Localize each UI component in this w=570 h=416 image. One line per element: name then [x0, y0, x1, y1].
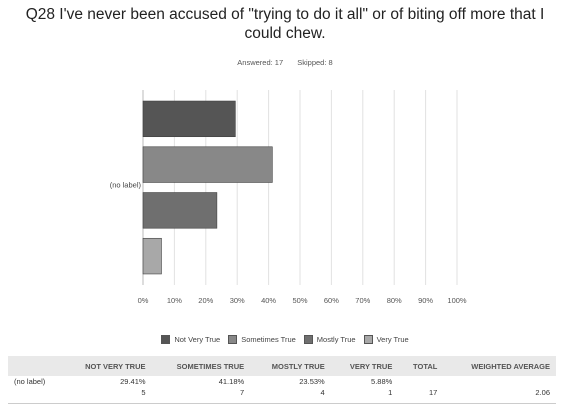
cell-count: 7 [151, 387, 251, 404]
header-mostly-true: MOSTLY TRUE [250, 356, 331, 376]
cell-total: 17 [398, 387, 444, 404]
x-tick-label: 50% [292, 296, 307, 305]
legend-swatch [363, 335, 373, 344]
cell-percent: 29.41% [120, 377, 146, 386]
bar-mostly-true [142, 192, 218, 229]
cell-percent: 23.53% [299, 377, 325, 386]
response-counts: Answered: 17 Skipped: 8 [0, 58, 570, 67]
header-total: TOTAL [398, 356, 444, 376]
question-title: Q28 I've never been accused of "trying t… [25, 6, 545, 42]
legend-label: Very True [376, 335, 409, 344]
cell-weighted-average: 2.06 [443, 387, 556, 404]
legend-item: Very True [363, 335, 409, 344]
x-tick-label: 80% [387, 296, 402, 305]
cell-percent [398, 376, 443, 387]
x-tick-label: 100% [447, 296, 467, 305]
summary-table: NOT VERY TRUE SOMETIMES TRUE MOSTLY TRUE… [8, 356, 556, 404]
table-row-counts: 5 7 4 1 17 2.06 [8, 387, 556, 404]
answered-count: Answered: 17 [237, 58, 284, 67]
x-tick-label: 60% [324, 296, 339, 305]
legend-swatch [228, 335, 238, 344]
cell-count: 4 [250, 387, 331, 404]
legend-label: Mostly True [316, 335, 356, 344]
x-tick-label: 90% [418, 296, 433, 305]
x-tick-label: 70% [355, 296, 370, 305]
legend-item: Not Very True [161, 335, 220, 344]
row-label: (no label) [14, 377, 46, 386]
cell-percent [443, 376, 556, 387]
skipped-count: Skipped: 8 [297, 58, 333, 67]
table-header-row: NOT VERY TRUE SOMETIMES TRUE MOSTLY TRUE… [8, 356, 556, 376]
header-sometimes-true: SOMETIMES TRUE [151, 356, 251, 376]
legend-swatch [303, 335, 313, 344]
chart-legend: Not Very True Sometimes True Mostly True Ve… [0, 335, 570, 344]
legend-item: Sometimes True [228, 335, 296, 344]
x-tick-label: 20% [198, 296, 213, 305]
header-very-true: VERY TRUE [330, 356, 399, 376]
legend-label: Sometimes True [241, 335, 296, 344]
cell-count: 5 [61, 387, 152, 404]
header-weighted-average: WEIGHTED AVERAGE [443, 356, 556, 376]
x-tick-label: 0% [138, 296, 149, 305]
header-row-label [8, 356, 62, 376]
legend-label: Not Very True [174, 335, 221, 344]
row-label-empty [8, 387, 62, 404]
bar-sometimes-true [142, 146, 273, 183]
cell-count: 1 [330, 387, 399, 404]
cell-percent: 5.88% [371, 377, 393, 386]
x-tick-label: 40% [261, 296, 276, 305]
legend-item: Mostly True [303, 335, 356, 344]
bar-chart: 0% 10% 20% 30% 40% 50% 60% 70% 80% 90% 100% (no lab… [110, 90, 467, 305]
bar-not-very-true [142, 100, 236, 138]
category-label: (no label) [110, 181, 142, 190]
bar-very-true [142, 237, 162, 275]
legend-swatch [161, 335, 171, 344]
cell-percent: 41.18% [218, 377, 245, 386]
x-tick-label: 10% [167, 296, 182, 305]
x-tick-label: 30% [230, 296, 245, 305]
table-row-percents: (no label) 29.41% 41.18% 23.53% 5.88% [8, 376, 556, 387]
header-not-very-true: NOT VERY TRUE [61, 356, 152, 376]
